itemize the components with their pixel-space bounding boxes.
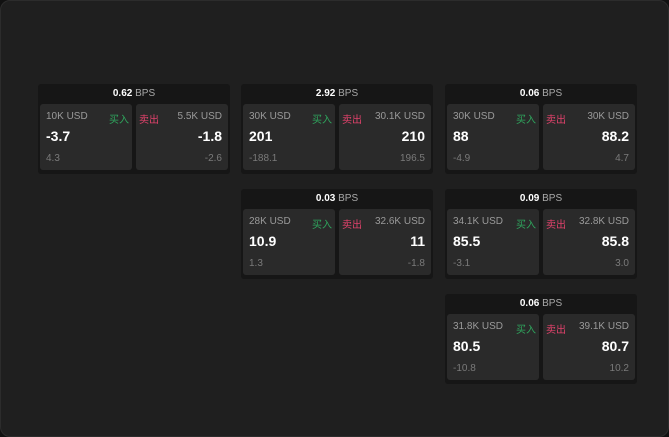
- ask-size: 32.8K USD: [578, 216, 629, 227]
- buy-label: 买入: [516, 325, 536, 336]
- bid-size: 10K USD: [46, 111, 88, 122]
- spread-header: 0.62 BPS: [38, 84, 230, 104]
- spread-unit: BPS: [542, 88, 563, 99]
- ask-size: 30K USD: [587, 111, 629, 122]
- buy-cell[interactable]: 34.1K USD 买入 85.5 -3.1: [447, 209, 539, 275]
- quote-tile: 0.06 BPS 30K USD 买入 88 -4.9 卖出 30K USD 8…: [445, 84, 637, 174]
- spread-value: 2.92: [315, 88, 336, 99]
- bid-price: -3.7: [46, 128, 71, 144]
- spread-unit: BPS: [542, 193, 563, 204]
- bid-change: 4.3: [46, 153, 60, 164]
- spread-header: 0.06 BPS: [445, 294, 637, 314]
- ask-change: 3.0: [615, 258, 629, 269]
- ask-change: 4.7: [615, 153, 629, 164]
- ask-price: 210: [401, 128, 425, 144]
- spread-header: 0.06 BPS: [445, 84, 637, 104]
- buy-cell[interactable]: 30K USD 买入 88 -4.9: [447, 104, 539, 170]
- spread-value: 0.62: [112, 88, 133, 99]
- ask-change: -1.8: [407, 258, 425, 269]
- quote-tile: 0.62 BPS 10K USD 买入 -3.7 4.3 卖出 5.5K USD…: [38, 84, 230, 174]
- bid-price: 10.9: [249, 233, 277, 249]
- bid-price: 80.5: [453, 338, 481, 354]
- buy-label: 买入: [312, 115, 332, 126]
- quote-tile: 0.06 BPS 31.8K USD 买入 80.5 -10.8 卖出 39.1…: [445, 294, 637, 384]
- bid-change: 1.3: [249, 258, 263, 269]
- sell-cell[interactable]: 卖出 5.5K USD -1.8 -2.6: [136, 104, 228, 170]
- buy-cell[interactable]: 31.8K USD 买入 80.5 -10.8: [447, 314, 539, 380]
- bid-price: 88: [453, 128, 469, 144]
- quote-tile: 0.09 BPS 34.1K USD 买入 85.5 -3.1 卖出 32.8K…: [445, 189, 637, 279]
- ask-change: 10.2: [609, 363, 629, 374]
- quote-tile: 2.92 BPS 30K USD 买入 201 -188.1 卖出 30.1K …: [241, 84, 433, 174]
- bid-change: -4.9: [453, 153, 471, 164]
- spread-value: 0.03: [315, 193, 336, 204]
- spread-header: 2.92 BPS: [241, 84, 433, 104]
- buy-label: 买入: [312, 220, 332, 231]
- sell-label: 卖出: [546, 220, 566, 231]
- bid-change: -10.8: [453, 363, 476, 374]
- buy-label: 买入: [109, 115, 129, 126]
- bid-change: -188.1: [249, 153, 278, 164]
- ask-change: 196.5: [399, 153, 425, 164]
- sell-label: 卖出: [546, 325, 566, 336]
- bid-size: 28K USD: [249, 216, 291, 227]
- ask-change: -2.6: [204, 153, 222, 164]
- sell-label: 卖出: [139, 115, 159, 126]
- bid-price: 201: [249, 128, 273, 144]
- ask-price: 11: [410, 233, 425, 249]
- spread-unit: BPS: [338, 88, 359, 99]
- ask-size: 32.6K USD: [374, 216, 425, 227]
- buy-cell[interactable]: 30K USD 买入 201 -188.1: [243, 104, 335, 170]
- sell-cell[interactable]: 卖出 30.1K USD 210 196.5: [339, 104, 431, 170]
- ask-price: 88.2: [601, 128, 629, 144]
- sell-label: 卖出: [342, 115, 362, 126]
- bid-change: -3.1: [453, 258, 471, 269]
- bid-size: 34.1K USD: [453, 216, 504, 227]
- spread-value: 0.06: [519, 298, 540, 309]
- sell-label: 卖出: [546, 115, 566, 126]
- bid-price: 85.5: [453, 233, 481, 249]
- spread-unit: BPS: [135, 88, 156, 99]
- sell-cell[interactable]: 卖出 32.6K USD 11 -1.8: [339, 209, 431, 275]
- quote-tile: 0.03 BPS 28K USD 买入 10.9 1.3 卖出 32.6K US…: [241, 189, 433, 279]
- spread-unit: BPS: [338, 193, 359, 204]
- sell-cell[interactable]: 卖出 32.8K USD 85.8 3.0: [543, 209, 635, 275]
- sell-cell[interactable]: 卖出 39.1K USD 80.7 10.2: [543, 314, 635, 380]
- spread-value: 0.06: [519, 88, 540, 99]
- buy-cell[interactable]: 28K USD 买入 10.9 1.3: [243, 209, 335, 275]
- buy-cell[interactable]: 10K USD 买入 -3.7 4.3: [40, 104, 132, 170]
- ask-price: 85.8: [601, 233, 629, 249]
- spread-unit: BPS: [542, 298, 563, 309]
- buy-label: 买入: [516, 115, 536, 126]
- spread-header: 0.03 BPS: [241, 189, 433, 209]
- ask-price: -1.8: [197, 128, 222, 144]
- ask-size: 39.1K USD: [578, 321, 629, 332]
- ask-size: 5.5K USD: [177, 111, 222, 122]
- sell-label: 卖出: [342, 220, 362, 231]
- bid-size: 30K USD: [249, 111, 291, 122]
- bid-size: 31.8K USD: [453, 321, 504, 332]
- ask-price: 80.7: [601, 338, 629, 354]
- buy-label: 买入: [516, 220, 536, 231]
- bid-size: 30K USD: [453, 111, 495, 122]
- spread-header: 0.09 BPS: [445, 189, 637, 209]
- spread-value: 0.09: [519, 193, 540, 204]
- sell-cell[interactable]: 卖出 30K USD 88.2 4.7: [543, 104, 635, 170]
- ask-size: 30.1K USD: [374, 111, 425, 122]
